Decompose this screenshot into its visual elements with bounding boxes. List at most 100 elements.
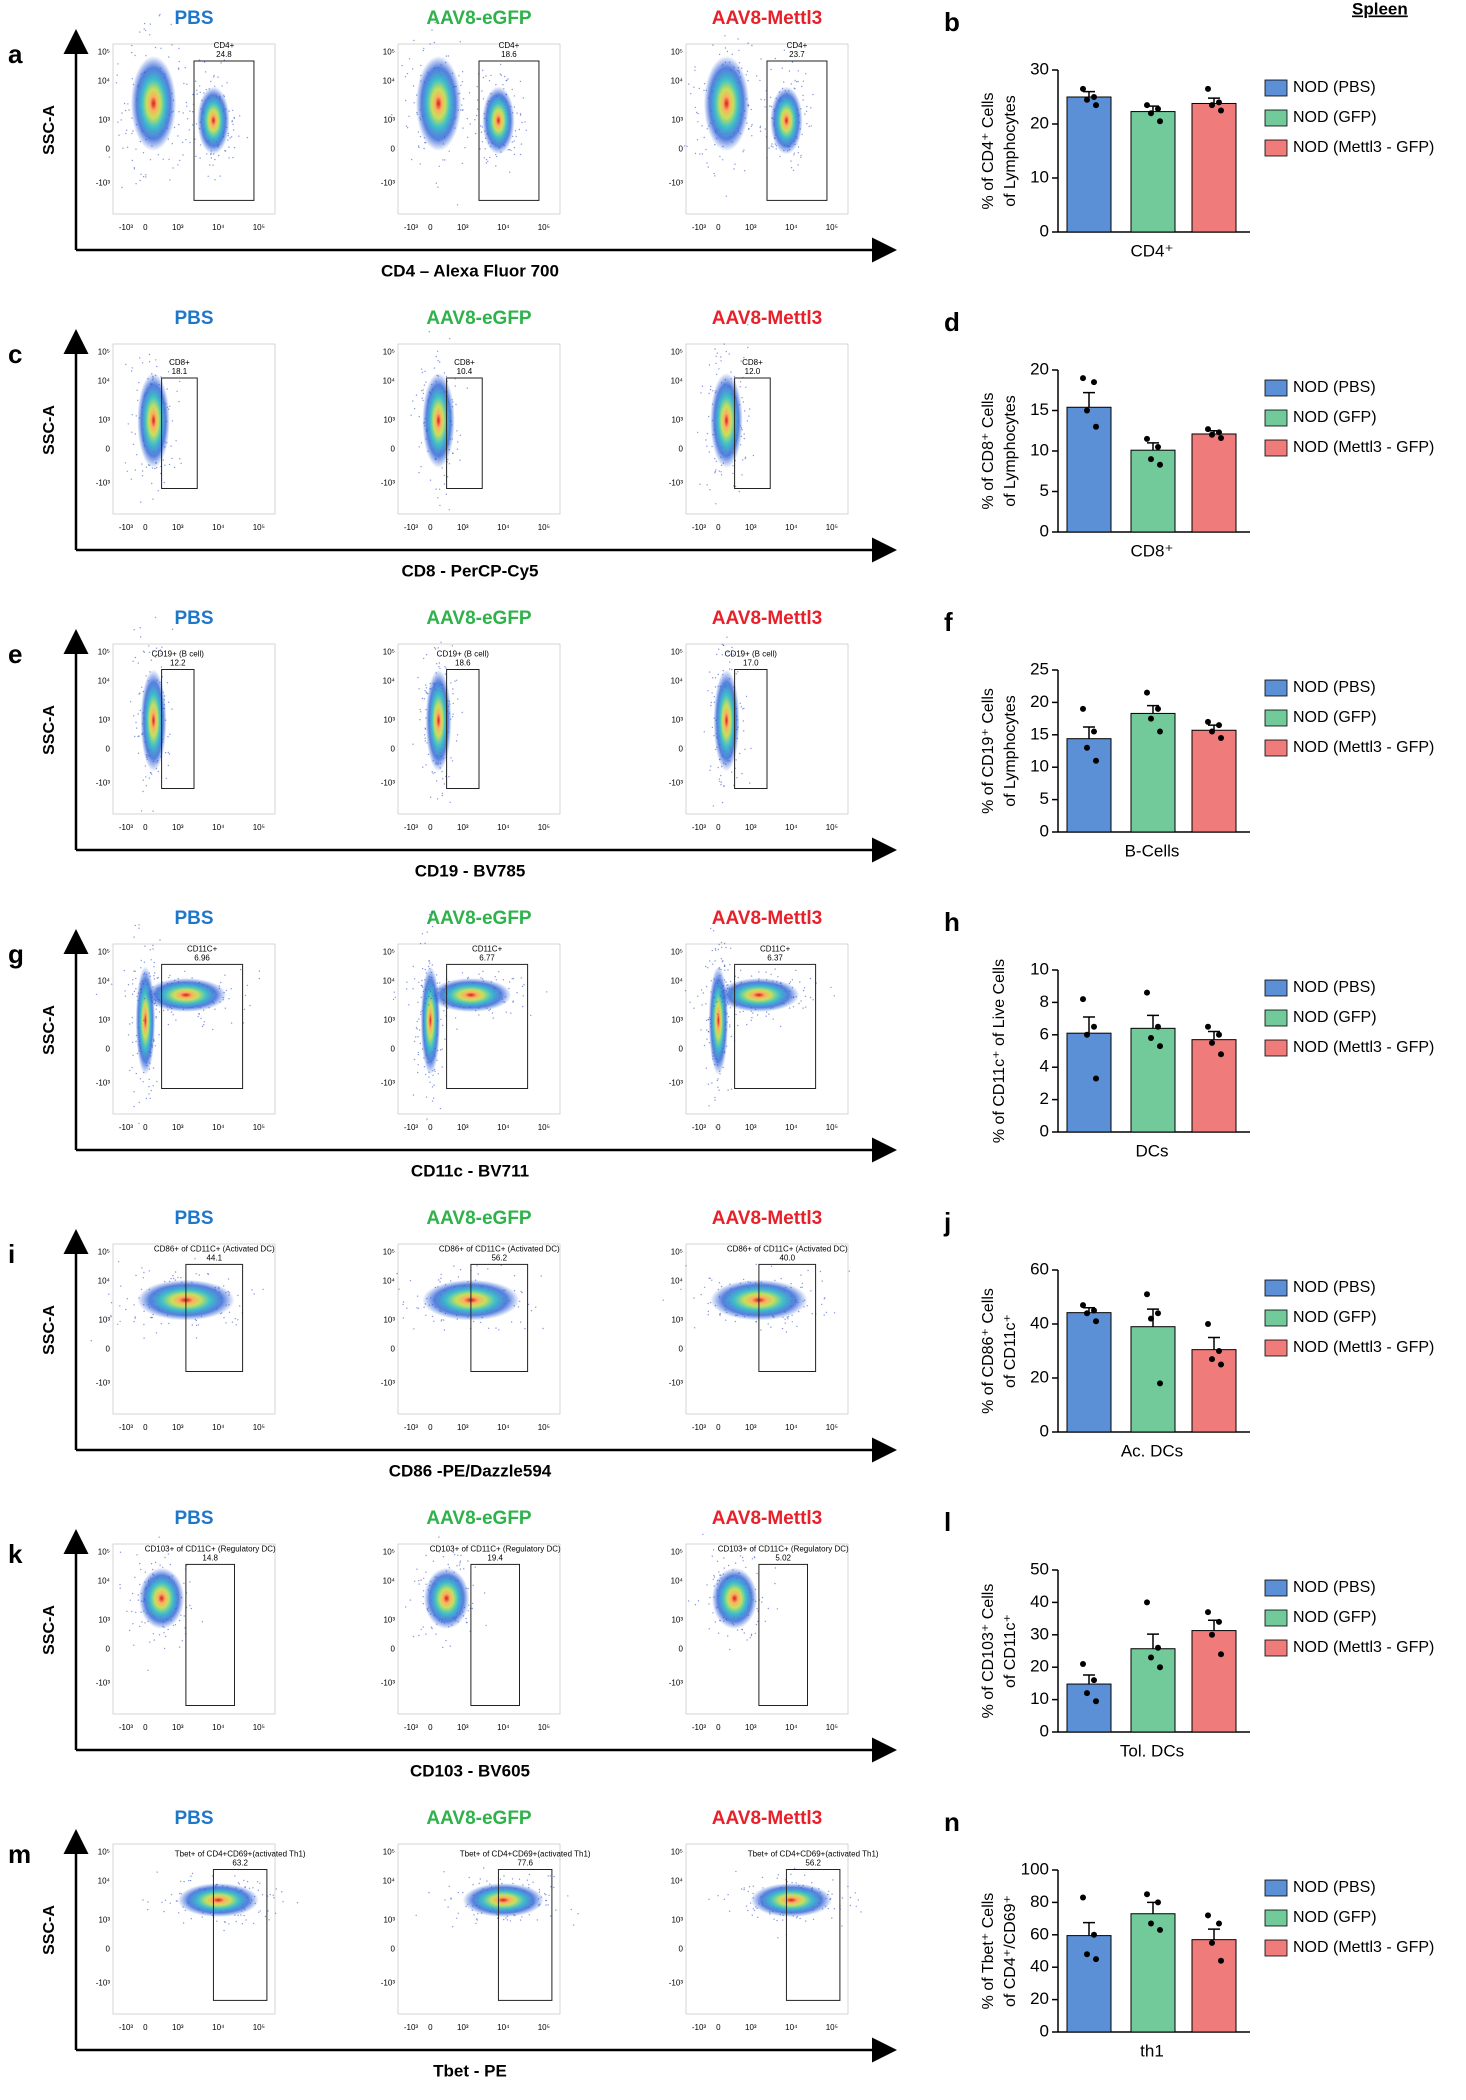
event-dot	[435, 488, 437, 490]
event-dot	[440, 1018, 442, 1020]
event-dot	[706, 1584, 708, 1586]
event-dot	[513, 1275, 516, 1277]
gate-percentage: 17.0	[743, 659, 759, 668]
y-tick-label: 30	[1030, 59, 1049, 78]
event-dot	[743, 1887, 745, 1889]
event-dot	[516, 992, 518, 994]
x-tick-label: 10⁵	[253, 2023, 265, 2032]
event-dot	[800, 1286, 802, 1289]
event-dot	[428, 988, 430, 990]
plot-frame	[397, 1243, 561, 1415]
x-tick-label: DCs	[1135, 1141, 1168, 1160]
y-tick-label: 10⁵	[98, 48, 110, 57]
header: Spleen	[1352, 0, 1408, 18]
event-dot	[162, 459, 164, 461]
event-dot	[138, 927, 140, 929]
event-dot	[429, 1081, 431, 1084]
event-dot	[438, 666, 440, 668]
event-dot	[450, 1280, 452, 1282]
event-dot	[404, 76, 407, 78]
event-dot	[197, 1324, 200, 1326]
gate-percentage: 56.2	[805, 1859, 821, 1868]
event-dot	[738, 49, 740, 52]
column-title: PBS	[174, 908, 213, 929]
event-dot	[708, 671, 711, 673]
event-dot	[488, 80, 491, 82]
y-tick-label: 10⁵	[383, 648, 395, 657]
legend-label: NOD (PBS)	[1293, 1879, 1376, 1896]
event-dot	[714, 948, 717, 950]
event-dot	[739, 381, 742, 383]
event-dot	[735, 1870, 737, 1873]
event-dot	[134, 1316, 136, 1318]
event-dot	[426, 692, 428, 694]
event-dot	[463, 1568, 465, 1570]
event-dot	[718, 368, 720, 370]
x-tick-label: 10⁵	[826, 223, 838, 232]
x-tick-label: 10⁴	[497, 823, 510, 832]
event-dot	[516, 112, 518, 114]
y-tick-label: 10³	[383, 1916, 395, 1925]
event-dot	[530, 1014, 532, 1017]
event-dot	[716, 653, 718, 656]
event-dot	[724, 35, 726, 37]
event-dot	[756, 1014, 759, 1016]
event-dot	[507, 149, 509, 151]
y-tick-label: 10³	[671, 1016, 683, 1025]
event-dot	[420, 1011, 422, 1013]
event-dot	[128, 1629, 131, 1632]
gate-label: CD86+ of CD11C+ (Activated DC)	[154, 1245, 275, 1254]
event-dot	[281, 1891, 283, 1893]
event-dot	[131, 159, 133, 162]
event-dot	[429, 990, 432, 992]
event-dot	[751, 1547, 754, 1549]
event-dot	[713, 1005, 715, 1007]
event-dot	[438, 662, 441, 664]
event-dot	[709, 769, 711, 771]
event-dot	[443, 783, 446, 785]
event-dot	[726, 636, 728, 638]
event-dot	[705, 965, 707, 968]
event-dot	[201, 1916, 203, 1918]
x-tick-label: 10⁵	[538, 223, 550, 232]
event-dot	[129, 1599, 131, 1601]
event-dot	[777, 976, 779, 978]
event-dot	[190, 1607, 192, 1610]
legend-swatch	[1264, 1609, 1288, 1627]
event-dot	[765, 971, 767, 973]
event-dot	[723, 1557, 725, 1559]
event-dot	[740, 969, 742, 971]
legend-swatch	[1264, 439, 1288, 457]
event-dot	[433, 1320, 435, 1323]
event-dot	[714, 677, 717, 679]
event-dot	[131, 1592, 134, 1595]
event-dot	[125, 1308, 127, 1311]
event-dot	[735, 485, 737, 488]
event-dot	[738, 490, 740, 493]
event-dot	[519, 114, 522, 116]
event-dot	[133, 1320, 135, 1323]
event-dot	[727, 1089, 729, 1091]
event-dot	[139, 357, 141, 359]
event-dot	[739, 1555, 742, 1557]
event-dot	[142, 1277, 144, 1279]
data-point	[1144, 102, 1150, 109]
y-tick-label: 0	[106, 745, 111, 754]
event-dot	[694, 1604, 697, 1606]
event-dot	[743, 1632, 745, 1634]
event-dot	[448, 1885, 450, 1888]
event-dot	[751, 124, 753, 126]
event-dot	[198, 1013, 200, 1015]
event-dot	[420, 64, 422, 67]
event-dot	[147, 1901, 149, 1903]
bar	[1130, 1027, 1176, 1133]
event-dot	[140, 988, 142, 991]
event-dot	[724, 1011, 726, 1013]
y-tick-label: 10⁴	[98, 977, 111, 986]
event-dot	[436, 780, 438, 782]
event-dot	[167, 764, 169, 767]
event-dot	[422, 1603, 425, 1605]
event-dot	[709, 1596, 711, 1599]
legend-label: NOD (GFP)	[1293, 709, 1377, 726]
event-dot	[758, 971, 760, 973]
